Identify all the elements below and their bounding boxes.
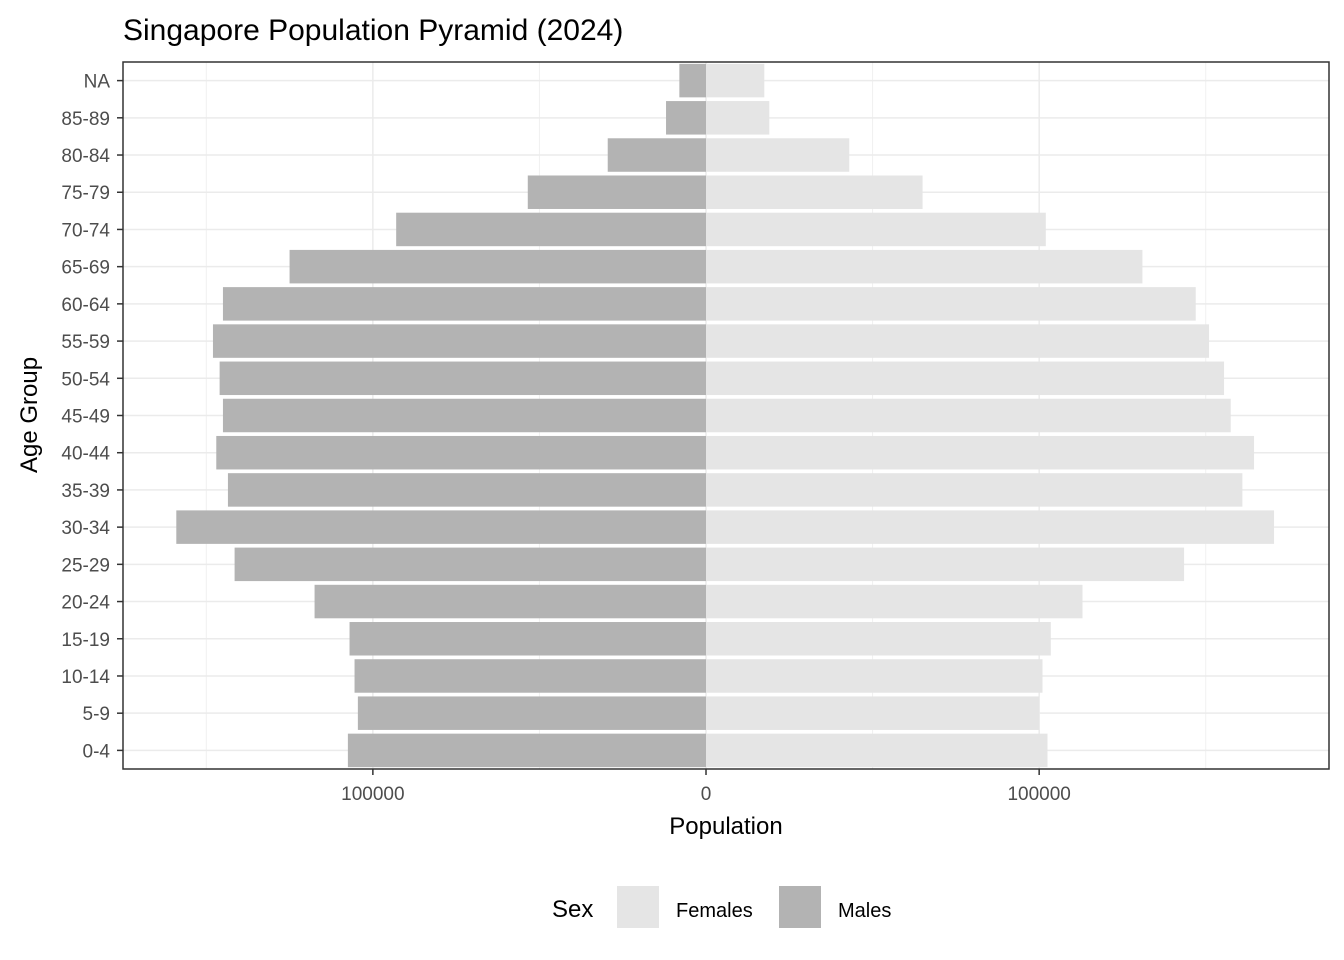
y-tick-label: 30-34 <box>61 518 110 539</box>
bar-females-65-69 <box>706 249 1143 284</box>
bar-males-NA <box>679 63 707 98</box>
y-tick-label: 80-84 <box>61 146 110 167</box>
bar-females-35-39 <box>706 473 1243 507</box>
legend-title: Sex <box>552 896 593 923</box>
x-axis-title: Population <box>669 813 782 840</box>
bar-females-5-9 <box>706 696 1040 730</box>
bar-females-15-19 <box>706 622 1051 656</box>
y-tick-label: 10-14 <box>61 667 110 688</box>
bar-males-25-29 <box>234 547 707 582</box>
legend-label-males: Males <box>838 900 891 922</box>
bar-males-5-9 <box>357 696 707 730</box>
bar-females-45-49 <box>706 398 1231 433</box>
bar-females-30-34 <box>706 510 1275 544</box>
bar-males-50-54 <box>219 361 707 396</box>
bar-females-60-64 <box>706 287 1196 321</box>
bar-females-0-4 <box>706 733 1048 768</box>
bar-males-35-39 <box>227 473 707 507</box>
bar-males-65-69 <box>289 249 707 284</box>
bar-males-0-4 <box>347 733 707 768</box>
y-tick-label: 40-44 <box>61 444 110 465</box>
y-axis: 0-4 5-9 10-14 15-19 20-24 25-29 30-34 35-39 40-4… <box>61 72 123 762</box>
y-tick-label: 5-9 <box>83 704 110 725</box>
y-tick-label: 0-4 <box>83 741 111 762</box>
bar-females-55-59 <box>706 324 1210 358</box>
x-tick-label: 100000 <box>341 784 404 805</box>
y-tick-label: 60-64 <box>61 295 110 316</box>
y-axis-title: Age Group <box>16 357 43 473</box>
bar-males-10-14 <box>354 659 707 693</box>
bar-females-40-44 <box>706 435 1255 470</box>
y-tick-label: 55-59 <box>61 332 110 353</box>
x-tick-label: 0 <box>701 784 712 805</box>
bar-males-40-44 <box>216 435 707 470</box>
bar-males-15-19 <box>349 622 707 656</box>
bar-females-20-24 <box>706 584 1083 619</box>
bar-females-85-89 <box>706 101 770 135</box>
y-tick-label: 45-49 <box>61 407 110 428</box>
y-tick-label: 65-69 <box>61 258 110 279</box>
bar-males-75-79 <box>527 175 707 209</box>
bar-females-70-74 <box>706 212 1046 247</box>
y-tick-label: 25-29 <box>61 555 110 576</box>
y-tick-label: 85-89 <box>61 109 110 130</box>
chart-title: Singapore Population Pyramid (2024) <box>123 14 623 47</box>
y-tick-label: 20-24 <box>61 593 110 614</box>
y-tick-label: 15-19 <box>61 630 110 651</box>
bar-females-80-84 <box>706 138 850 172</box>
legend-items: Females Males <box>617 886 891 928</box>
y-tick-label: 50-54 <box>61 369 110 390</box>
bar-females-NA <box>706 63 765 98</box>
legend-key-males <box>779 886 821 928</box>
legend-key-females <box>617 886 659 928</box>
bar-males-60-64 <box>222 287 707 321</box>
bar-females-10-14 <box>706 659 1043 693</box>
bar-males-85-89 <box>666 101 707 135</box>
y-tick-label: NA <box>84 72 111 93</box>
bar-males-30-34 <box>176 510 707 544</box>
bar-males-55-59 <box>212 324 707 358</box>
bar-females-75-79 <box>706 175 923 209</box>
bar-males-45-49 <box>222 398 707 433</box>
legend: Sex Females Males <box>552 886 891 928</box>
bar-males-70-74 <box>396 212 707 247</box>
legend-label-females: Females <box>676 900 753 922</box>
bar-males-20-24 <box>314 584 707 619</box>
bar-females-25-29 <box>706 547 1185 582</box>
x-axis: 100000 0 100000 <box>341 769 1071 805</box>
x-tick-label: 100000 <box>1007 784 1070 805</box>
y-tick-label: 70-74 <box>61 220 110 241</box>
y-tick-label: 35-39 <box>61 481 110 502</box>
bar-females-50-54 <box>706 361 1225 396</box>
bars-layer <box>176 63 1275 768</box>
bar-males-80-84 <box>607 138 707 172</box>
y-tick-label: 75-79 <box>61 183 110 204</box>
